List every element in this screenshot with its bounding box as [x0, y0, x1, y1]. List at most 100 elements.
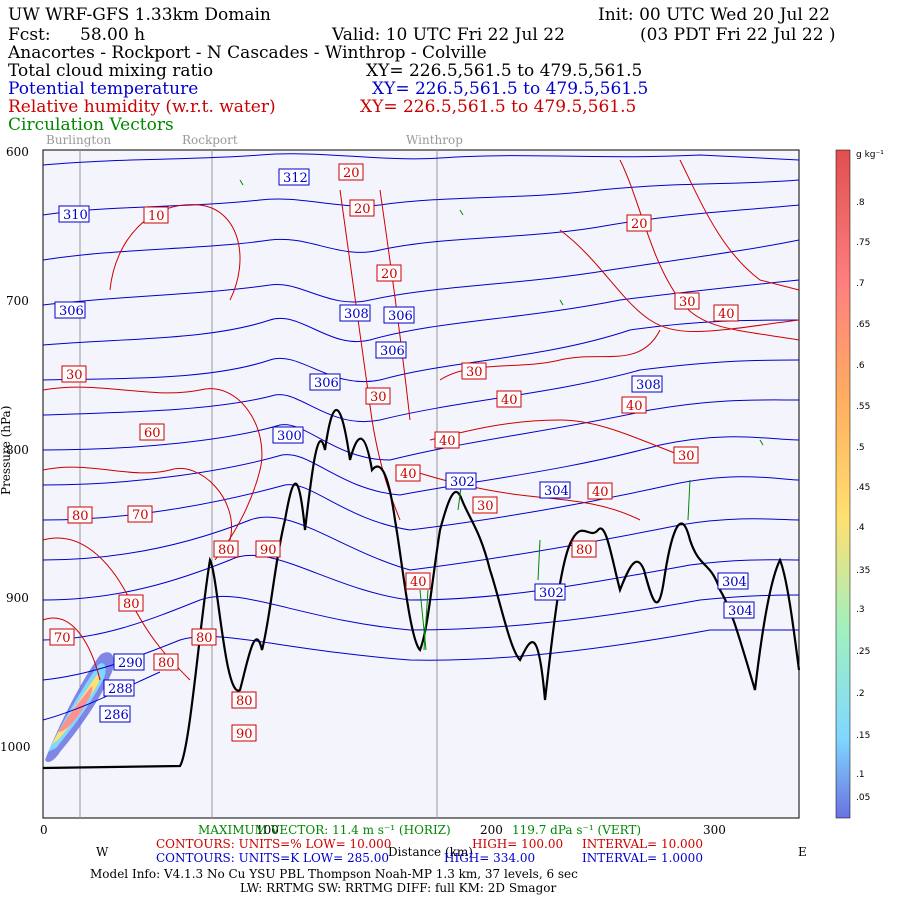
model-info-2: LW: RRTMG SW: RRTMG DIFF: full KM: 2D Sm…: [240, 881, 556, 895]
svg-text:302: 302: [539, 586, 564, 601]
svg-text:30: 30: [466, 365, 483, 380]
svg-text:.35: .35: [856, 566, 870, 576]
rh-label: 40: [587, 482, 613, 500]
theta-label: 308: [339, 304, 371, 322]
svg-text:.4: .4: [856, 523, 865, 533]
east-label: E: [798, 845, 807, 859]
field-rh-xy: XY= 226.5,561.5 to 479.5,561.5: [360, 97, 636, 117]
rh-contours-info: CONTOURS: UNITS=% LOW= 10.000: [156, 837, 391, 851]
y-tick-label: 600: [6, 145, 29, 159]
rh-labels: 20 10 20 20 20 30 30 30 40 40 40 40 40 4…: [49, 163, 739, 742]
rh-label: 70: [49, 628, 75, 646]
rh-label: 40: [496, 390, 522, 408]
svg-text:.75: .75: [856, 238, 870, 248]
svg-text:80: 80: [72, 509, 89, 524]
svg-text:40: 40: [592, 485, 609, 500]
svg-text:90: 90: [236, 727, 253, 742]
route-label: Anacortes - Rockport - N Cascades - Wint…: [7, 43, 487, 63]
rh-label: 40: [434, 431, 460, 449]
svg-text:308: 308: [636, 378, 661, 393]
x-tick-label: 200: [480, 823, 503, 837]
svg-text:304: 304: [544, 484, 569, 499]
rh-label: 30: [61, 365, 87, 383]
svg-text:80: 80: [123, 597, 140, 612]
svg-text:40: 40: [626, 399, 643, 414]
footer: MAXIMUM VECTOR: 11.4 m s⁻¹ (HORIZ) 119.7…: [90, 823, 703, 895]
colorbar-unit: g kg⁻¹: [856, 150, 884, 160]
svg-text:30: 30: [370, 390, 387, 405]
y-tick-label: 900: [6, 591, 29, 605]
valid-local-time: (03 PDT Fri 22 Jul 22 ): [640, 25, 836, 45]
svg-text:.6: .6: [856, 361, 865, 371]
svg-text:60: 60: [144, 426, 161, 441]
svg-text:40: 40: [501, 393, 518, 408]
svg-text:80: 80: [576, 543, 593, 558]
theta-label: 306: [375, 341, 407, 359]
theta-high: HIGH= 334.00: [444, 851, 535, 865]
theta-labels: 312 310 306 308 306 306 306 308 300 302 …: [54, 168, 755, 723]
svg-text:.15: .15: [856, 731, 870, 741]
rh-label: 20: [626, 214, 652, 232]
rh-label: 90: [255, 540, 281, 558]
rh-label: 20: [349, 199, 375, 217]
theta-label: 304: [539, 481, 571, 499]
theta-interval: INTERVAL= 1.0000: [582, 851, 703, 865]
circulation-vectors: [239, 179, 764, 651]
svg-text:.5: .5: [856, 443, 865, 453]
svg-text:90: 90: [260, 543, 277, 558]
svg-text:80: 80: [236, 694, 253, 709]
rh-interval: INTERVAL= 10.000: [582, 837, 703, 851]
svg-text:10: 10: [148, 209, 165, 224]
x-tick-label: 0: [40, 823, 48, 837]
field-theta-label: Potential temperature: [8, 79, 198, 99]
init-time: Init: 00 UTC Wed 20 Jul 22: [598, 5, 830, 25]
rh-label: 80: [191, 628, 217, 646]
x-axis: 0 100 200 300 W E Distance (km): [40, 823, 807, 859]
svg-text:.25: .25: [856, 647, 870, 657]
theta-label: 300: [272, 426, 304, 444]
svg-text:306: 306: [314, 376, 339, 391]
rh-label: 80: [153, 653, 179, 671]
max-vector-vert: 119.7 dPa s⁻¹ (VERT): [512, 823, 641, 837]
svg-text:80: 80: [196, 631, 213, 646]
svg-text:.1: .1: [856, 770, 865, 780]
field-rh-label: Relative humidity (w.r.t. water): [8, 97, 276, 117]
svg-text:300: 300: [277, 429, 302, 444]
x-tick-label: 100: [256, 823, 279, 837]
svg-text:70: 70: [132, 508, 149, 523]
svg-text:30: 30: [679, 295, 696, 310]
valid-time: Valid: 10 UTC Fri 22 Jul 22: [331, 25, 565, 45]
svg-text:30: 30: [477, 499, 494, 514]
rh-label: 40: [405, 572, 431, 590]
model-info: Model Info: V4.1.3 No Cu YSU PBL Thompso…: [90, 867, 578, 881]
svg-text:288: 288: [108, 682, 133, 697]
rh-label: 40: [713, 304, 739, 322]
location-winthrop: Winthrop: [406, 133, 463, 147]
svg-text:304: 304: [728, 604, 753, 619]
svg-text:20: 20: [631, 217, 648, 232]
terrain-line: [42, 408, 801, 770]
location-rockport: Rockport: [182, 133, 238, 147]
svg-text:.2: .2: [856, 689, 865, 699]
theta-label: 306: [309, 373, 341, 391]
rh-label: 30: [472, 496, 498, 514]
svg-text:30: 30: [66, 368, 83, 383]
rh-label: 20: [338, 163, 364, 181]
rh-label: 80: [118, 594, 144, 612]
max-vector: MAXIMUM VECTOR: 11.4 m s⁻¹ (HORIZ): [198, 823, 451, 837]
rh-label: 40: [395, 464, 421, 482]
theta-label: 302: [445, 472, 477, 490]
svg-text:20: 20: [381, 267, 398, 282]
rh-high: HIGH= 100.00: [472, 837, 563, 851]
rh-label: 10: [143, 206, 169, 224]
svg-text:.8: .8: [856, 198, 865, 208]
svg-text:302: 302: [450, 475, 475, 490]
plot-area: [42, 149, 800, 819]
y-tick-label: 800: [6, 443, 29, 457]
field-theta-xy: XY= 226.5,561.5 to 479.5,561.5: [372, 79, 648, 99]
field-cloud-xy: XY= 226.5,561.5 to 479.5,561.5: [366, 61, 642, 81]
theta-label: 306: [383, 306, 415, 324]
rh-label: 30: [674, 292, 700, 310]
rh-label: 80: [67, 506, 93, 524]
